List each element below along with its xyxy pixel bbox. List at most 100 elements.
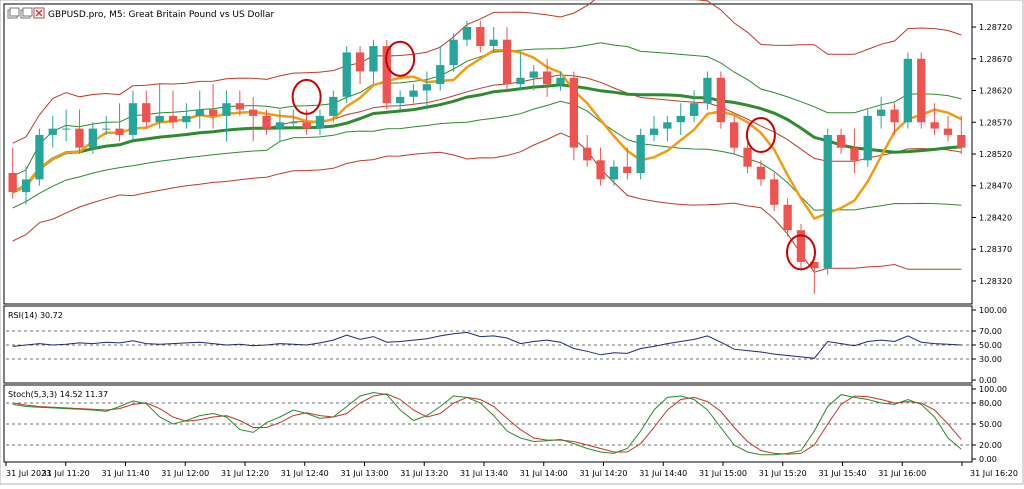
candle-body[interactable]	[449, 39, 458, 66]
osc-tick-label: 50.00	[979, 341, 1002, 350]
candle-body[interactable]	[516, 77, 525, 85]
candle-body[interactable]	[382, 46, 391, 104]
candle-body[interactable]	[262, 115, 271, 129]
candle-body[interactable]	[422, 84, 431, 91]
candle-body[interactable]	[209, 109, 218, 116]
candle-body[interactable]	[489, 39, 498, 46]
osc-tick-label: 100.00	[979, 385, 1007, 394]
price-tick-label: 1.28520	[979, 150, 1012, 159]
candle-body[interactable]	[663, 122, 672, 129]
price-tick-label: 1.28370	[979, 245, 1012, 254]
candle-body[interactable]	[329, 96, 338, 116]
price-tick-label: 1.28670	[979, 55, 1012, 64]
candle-body[interactable]	[35, 135, 44, 180]
candle-body[interactable]	[115, 128, 124, 135]
time-tick-label: 31 Jul 13:40	[460, 469, 508, 478]
candle-body[interactable]	[168, 115, 178, 123]
candle-body[interactable]	[783, 204, 792, 231]
window-restore-icon[interactable]	[7, 7, 20, 19]
candle-body[interactable]	[543, 71, 552, 85]
candle-body[interactable]	[128, 103, 138, 135]
candle-body[interactable]	[569, 77, 578, 148]
candle-body[interactable]	[743, 147, 752, 167]
rsi-label: RSI(14) 30.72	[8, 311, 63, 320]
candle-body[interactable]	[890, 109, 899, 123]
candle-body[interactable]	[195, 109, 204, 116]
candle-body[interactable]	[596, 160, 605, 180]
candle-body[interactable]	[823, 135, 832, 269]
price-tick-label: 1.28320	[979, 277, 1012, 286]
candle-body[interactable]	[462, 27, 472, 40]
axis-layer: 1.28720 1.28670 1.28620 1.28570 1.28520 1.284…	[5, 23, 1018, 478]
candle-body[interactable]	[636, 135, 645, 174]
candle-body[interactable]	[275, 122, 285, 129]
candle-body[interactable]	[436, 65, 445, 85]
candle-body[interactable]	[355, 52, 365, 72]
time-tick-label: 31 Jul 12:40	[281, 469, 329, 478]
candle-body[interactable]	[810, 261, 819, 269]
candle-body[interactable]	[249, 109, 258, 116]
candle-body[interactable]	[88, 128, 97, 148]
candle-body[interactable]	[342, 52, 351, 97]
candle-body[interactable]	[583, 147, 592, 161]
candle-body[interactable]	[703, 77, 712, 104]
candle-body[interactable]	[676, 115, 685, 123]
candle-body[interactable]	[235, 103, 244, 110]
candle-body[interactable]	[649, 128, 659, 135]
candle-body[interactable]	[850, 147, 859, 161]
window-restore-icon[interactable]	[20, 7, 33, 19]
stoch-label: Stoch(5,3,3) 14.52 11.37	[8, 390, 108, 399]
candle-body[interactable]	[957, 135, 966, 148]
candle-body[interactable]	[863, 115, 872, 161]
candle-body[interactable]	[396, 96, 405, 104]
candle-body[interactable]	[877, 109, 886, 116]
candle-body[interactable]	[182, 115, 191, 123]
osc-tick-label: 0.00	[979, 455, 997, 464]
candle-body[interactable]	[315, 115, 325, 129]
time-tick-label: 31 Jul 15:00	[699, 469, 747, 478]
candle-body[interactable]	[8, 173, 17, 192]
candle-body[interactable]	[770, 179, 779, 205]
candle-body[interactable]	[917, 58, 926, 123]
candle-body[interactable]	[289, 122, 298, 124]
candle-body[interactable]	[609, 166, 619, 180]
highlight-circle	[291, 78, 322, 115]
candle-body[interactable]	[155, 115, 164, 123]
candle-body[interactable]	[409, 90, 418, 97]
candle-body[interactable]	[369, 46, 378, 72]
window-close-icon[interactable]	[33, 7, 45, 19]
candle-body[interactable]	[716, 77, 725, 123]
candle-body[interactable]	[62, 128, 71, 130]
candle-body[interactable]	[836, 135, 846, 148]
osc-tick-label: 70.00	[979, 327, 1002, 336]
stoch-signal-line	[12, 393, 962, 455]
candle-body[interactable]	[142, 103, 151, 123]
price-tick-label: 1.28420	[979, 213, 1012, 222]
candle-body[interactable]	[48, 128, 57, 135]
time-tick-label: 31 Jul 13:00	[341, 469, 389, 478]
candle-body[interactable]	[75, 128, 84, 148]
candle-body[interactable]	[529, 71, 538, 78]
osc-tick-label: 20.00	[979, 441, 1002, 450]
candle-body[interactable]	[756, 166, 766, 180]
rsi-panel[interactable]	[3, 305, 973, 384]
candle-body[interactable]	[730, 122, 739, 148]
candle-body[interactable]	[930, 122, 939, 129]
candle-body[interactable]	[556, 77, 565, 85]
candle-body[interactable]	[476, 27, 485, 46]
price-tick-label: 1.28620	[979, 87, 1012, 96]
candle-body[interactable]	[903, 58, 912, 123]
candle-body[interactable]	[102, 128, 111, 130]
candle-body[interactable]	[943, 128, 953, 135]
candle-body[interactable]	[690, 103, 699, 116]
candle-body[interactable]	[502, 39, 512, 85]
candle-body[interactable]	[21, 179, 31, 193]
candle-body[interactable]	[796, 230, 806, 262]
candle-body[interactable]	[222, 103, 231, 116]
candle-body[interactable]	[623, 166, 632, 173]
highlight-circle	[745, 116, 776, 153]
candle-body[interactable]	[302, 122, 311, 129]
stoch-panel[interactable]	[3, 384, 973, 463]
